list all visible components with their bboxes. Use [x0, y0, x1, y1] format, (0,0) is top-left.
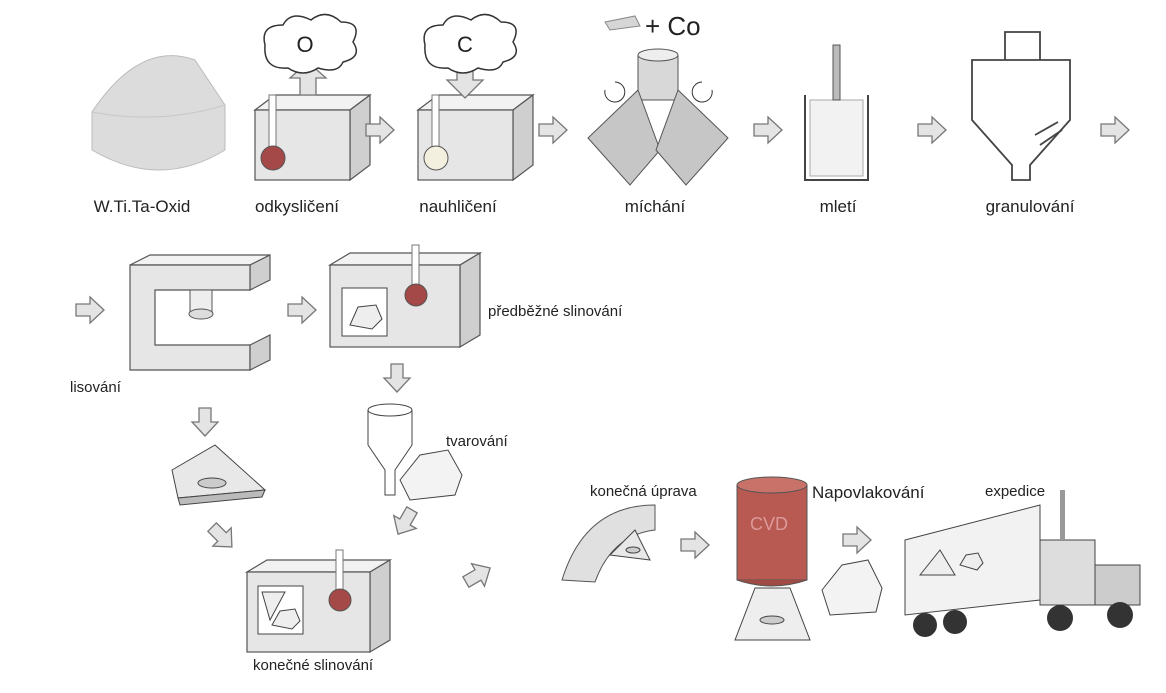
step-label: předběžné slinování: [488, 303, 623, 320]
granulator: [971, 31, 1071, 181]
step-label: mletí: [820, 197, 857, 216]
coated-insert: [821, 559, 883, 616]
flow-arrow: [917, 116, 947, 144]
mixer: [587, 15, 729, 186]
step-label: lisování: [70, 379, 122, 396]
press: [129, 254, 271, 371]
flow-arrow: [538, 116, 568, 144]
step-label: konečné slinování: [253, 657, 374, 674]
cobalt-addition: + Co: [645, 11, 701, 41]
oxide-powder: [91, 55, 226, 171]
flow-arrow: [202, 517, 242, 557]
step-label: Napovlakování: [812, 483, 925, 502]
step-label: nauhličení: [419, 197, 497, 216]
flow-arrow: [386, 502, 424, 542]
shaping-tool: [367, 403, 463, 501]
step-label: tvarování: [446, 433, 509, 450]
deoxidation-furnace: [253, 13, 372, 182]
flow-arrow: [458, 556, 498, 594]
flow-arrow: [842, 526, 872, 554]
step-label: granulování: [986, 197, 1075, 216]
step-label: konečná úprava: [590, 483, 697, 500]
truck: [904, 490, 1141, 637]
oxygen-symbol: O: [296, 32, 313, 57]
flow-arrow: [75, 296, 105, 324]
step-label: odkysličení: [255, 197, 339, 216]
flow-arrow: [1100, 116, 1130, 144]
cvd-label: CVD: [750, 514, 788, 534]
presinter-furnace: [327, 244, 483, 349]
carbon-symbol: C: [457, 32, 473, 57]
step-label: W.Ti.Ta-Oxid: [94, 197, 191, 216]
step-label: expedice: [985, 483, 1045, 500]
flow-arrow: [191, 407, 219, 437]
step-label: míchání: [625, 197, 686, 216]
grinding-wheel: [561, 504, 656, 583]
cvd-reactor: [734, 476, 811, 641]
flow-arrow: [680, 531, 710, 559]
carburization-furnace: [416, 13, 535, 182]
mill: [804, 44, 869, 181]
pressed-insert: [171, 444, 267, 506]
flow-arrow: [287, 296, 317, 324]
final-sinter-furnace: [244, 549, 393, 654]
flow-arrow: [383, 363, 411, 393]
flow-arrow: [753, 116, 783, 144]
